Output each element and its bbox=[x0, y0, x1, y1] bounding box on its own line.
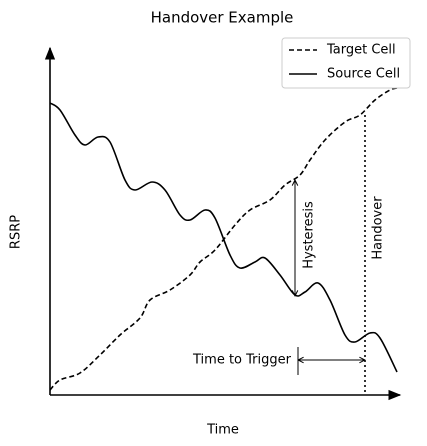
handover-label: Handover bbox=[371, 196, 386, 260]
plot-area bbox=[49, 87, 398, 391]
ttt-label: Time to Trigger bbox=[192, 353, 292, 368]
legend-label: Source Cell bbox=[327, 67, 400, 82]
series-line bbox=[49, 87, 398, 391]
y-axis-label: RSRP bbox=[9, 215, 24, 249]
chart-title: Handover Example bbox=[151, 9, 294, 27]
hysteresis-label: Hysteresis bbox=[302, 201, 317, 269]
legend: Target Cell Source Cell bbox=[281, 37, 411, 89]
x-axis-label: Time bbox=[206, 423, 239, 438]
legend-label: Target Cell bbox=[326, 43, 396, 58]
series-line bbox=[49, 102, 398, 373]
